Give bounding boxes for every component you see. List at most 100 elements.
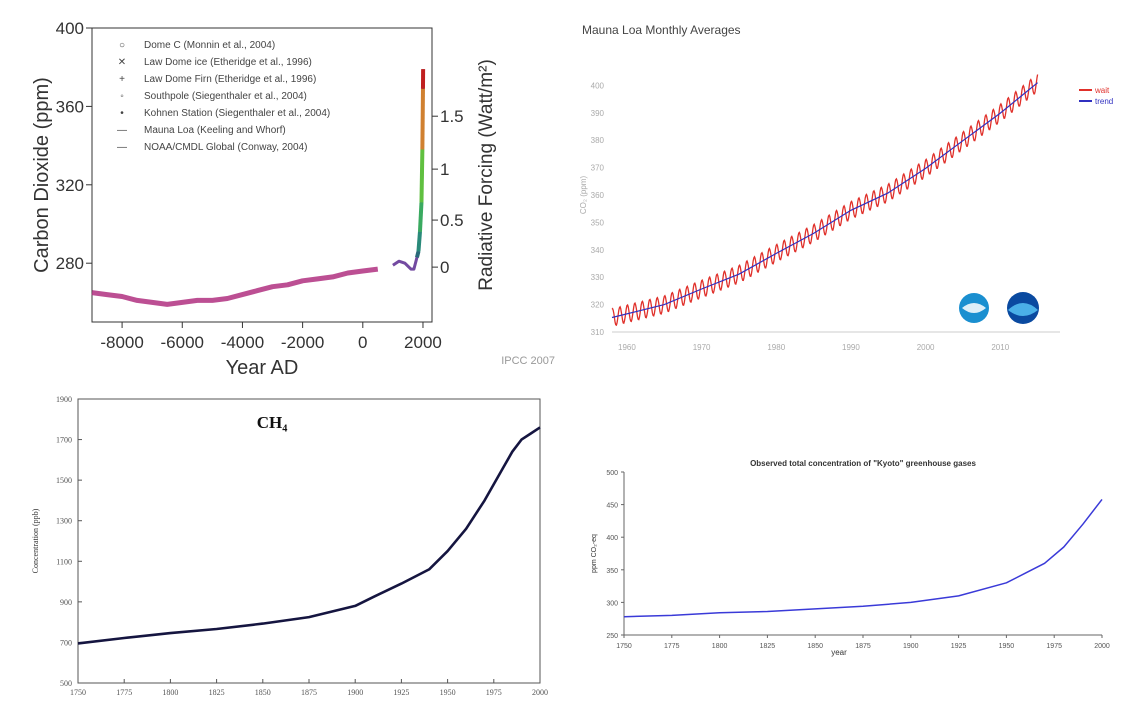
legend-marker: ✕ [118,57,126,68]
x-tick-label: 1775 [664,643,680,650]
y-axis-label: Concentration (ppb) [31,508,40,573]
legend-marker: + [119,74,125,85]
legend-entry: Law Dome Firn (Etheridge et al., 1996) [144,74,316,85]
y-tick-label: 350 [606,568,618,575]
y-tick-label: 900 [60,598,72,607]
y-tick-label: 450 [606,503,618,510]
y-tick-label: 350 [591,218,605,227]
y2-tick-label: 0 [440,258,449,277]
legend-entry: Dome C (Monnin et al., 2004) [144,40,275,51]
y-tick-label: 500 [60,679,72,688]
mauna-loa-panel: Mauna Loa Monthly Averages 310 320 330 340 35… [562,0,1125,380]
y-tick-label: 280 [56,254,84,273]
plot-frame [77,398,541,684]
plot-frame [91,27,433,323]
y-tick-label: 380 [591,136,605,145]
y-tick-label: 330 [591,273,605,282]
y-tick-label: 1300 [56,517,72,526]
series-line [91,266,379,307]
x-tick-label: 1970 [693,343,711,352]
y-tick-label: 1900 [56,395,72,404]
y-axis-label: ppm CO₂-eq [591,534,598,573]
x-tick-label: 0 [358,333,367,352]
legend-entry: NOAA/CMDL Global (Conway, 2004) [144,142,307,153]
y-tick-label: 500 [606,470,618,477]
y2-tick-label: 1 [440,160,449,179]
y-axis-label: CO₂ (ppm) [579,176,588,215]
x-tick-label: 1990 [842,343,860,352]
series-line [392,192,424,271]
ch4-chart: 500 700 900 1100 1300 1500 1700 1900 1750 1775 180… [31,395,548,697]
x-tick-label: 1925 [951,643,967,650]
x-tick-label: -6000 [161,333,204,352]
kyoto-ghg-panel: Observed total concentration of "Kyoto" … [562,385,1125,709]
legend-marker: • [120,108,124,119]
x-tick-label: 1900 [903,643,919,650]
x-tick-label: 1850 [255,688,271,697]
legend-marker: — [117,142,127,153]
x-tick-label: 2000 [1094,643,1110,650]
legend-entry: Southpole (Siegenthaler et al., 2004) [144,91,307,102]
x-tick-label: 1975 [486,688,502,697]
y-tick-label: 1100 [56,557,72,566]
y-tick-label: 390 [591,109,605,118]
x-tick-label: 1850 [807,643,823,650]
legend-entry: Law Dome ice (Etheridge et al., 1996) [144,57,312,68]
y-tick-label: 250 [606,633,618,640]
series-line-wait [611,74,1039,327]
source-label: IPCC 2007 [501,355,555,367]
y-axis-label: Carbon Dioxide (ppm) [31,77,53,273]
kyoto-ghg-chart: Observed total concentration of "Kyoto" … [591,459,1110,657]
chart-title: CH₄ [257,413,288,432]
x-tick-label: 1750 [616,643,632,650]
legend-marker: ◦ [120,91,124,102]
x-tick-label: -4000 [221,333,264,352]
x-tick-label: 1900 [347,688,363,697]
x-tick-label: -8000 [100,333,143,352]
chart-title: Mauna Loa Monthly Averages [582,23,741,37]
x-tick-label: 1800 [712,643,728,650]
series-line-trend [611,82,1038,319]
x-tick-label: 2010 [991,343,1009,352]
series-line [77,426,541,645]
modern-co2-segment [417,202,424,232]
series-line [623,498,1103,618]
x-tick-label: 1800 [162,688,178,697]
x-tick-label: 1825 [760,643,776,650]
x-tick-label: 1980 [767,343,785,352]
y-tick-label: 310 [591,328,605,337]
x-tick-label: -2000 [281,333,324,352]
x-tick-label: 1775 [116,688,132,697]
legend-entry: Mauna Loa (Keeling and Whorf) [144,125,286,136]
y-tick-label: 360 [56,97,84,116]
ch4-panel: 500 700 900 1100 1300 1500 1700 1900 1750 1775 180… [0,385,562,709]
legend-entry: Kohnen Station (Siegenthaler et al., 200… [144,108,330,119]
y-tick-label: 360 [591,191,605,200]
noaa-logo-mark [1008,303,1038,316]
y-tick-label: 1500 [56,476,72,485]
y-tick-label: 400 [606,535,618,542]
y2-tick-label: 0.5 [440,211,464,230]
co2-radiative-forcing-chart: 280 320 360 400 -8000 -6000 -4000 -2000 0 2000 0 0.… [31,19,555,379]
x-axis-label: Year AD [226,357,299,379]
chart-title: Observed total concentration of "Kyoto" … [750,459,976,468]
y-tick-label: 340 [591,246,605,255]
x-tick-label: 1975 [1046,643,1062,650]
agency-logo-mark [962,303,986,313]
modern-co2-segment [416,231,422,252]
mauna-loa-chart: Mauna Loa Monthly Averages 310 320 330 340 35… [579,23,1113,352]
x-tick-label: 1875 [855,643,871,650]
legend-marker: — [117,125,127,136]
y-tick-label: 400 [591,81,605,90]
x-tick-label: 1950 [440,688,456,697]
y2-axis-label: Radiative Forcing (Watt/m²) [476,59,497,291]
y-tick-label: 300 [606,600,618,607]
x-tick-label: 2000 [404,333,442,352]
y-tick-label: 400 [56,19,84,38]
modern-co2-segment [415,250,421,258]
y-tick-label: 1700 [56,436,72,445]
co2-radiative-forcing-panel: 280 320 360 400 -8000 -6000 -4000 -2000 0 2000 0 0.… [0,0,562,380]
x-tick-label: 2000 [532,688,548,697]
x-tick-label: 1960 [618,343,636,352]
modern-co2-segment [420,88,425,150]
